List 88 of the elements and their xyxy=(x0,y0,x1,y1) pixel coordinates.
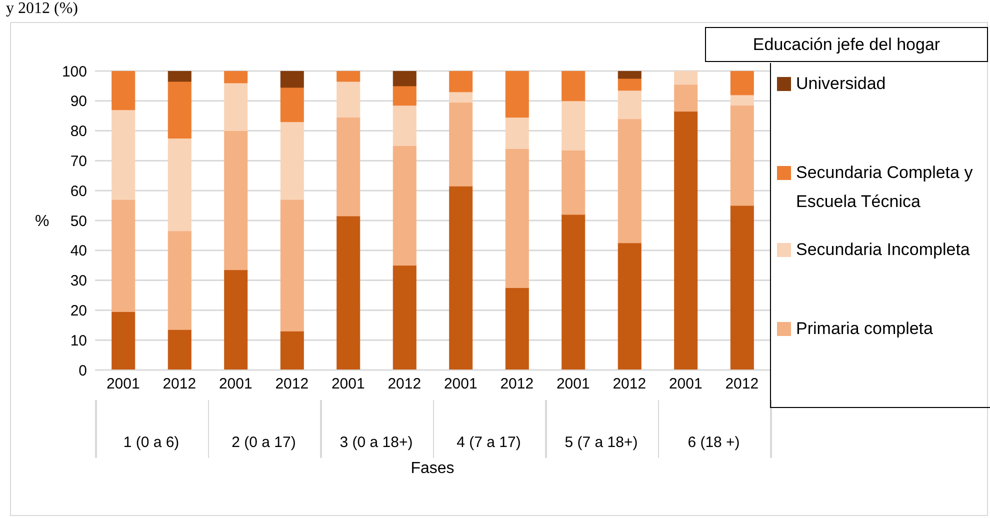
x-tick-label: 2001 xyxy=(331,376,365,393)
bar xyxy=(112,311,136,370)
x-tick-label: 2012 xyxy=(500,376,534,393)
bar xyxy=(730,71,754,96)
bar xyxy=(112,71,136,110)
bar xyxy=(280,199,304,332)
bar xyxy=(618,90,642,120)
bar xyxy=(618,118,642,244)
x-tick-label: 2012 xyxy=(162,376,196,393)
y-tick-label: 80 xyxy=(70,123,87,140)
bar xyxy=(505,148,529,288)
text: 1 (0 a 6) xyxy=(122,434,180,451)
bar xyxy=(112,199,136,312)
bar xyxy=(336,216,360,370)
bar xyxy=(562,150,586,215)
bar xyxy=(112,110,136,200)
y-tick-label: 20 xyxy=(70,302,87,320)
legend-label: Secundaria Completa y Escuela Técnica xyxy=(796,162,974,213)
bar xyxy=(168,81,192,139)
legend-title: Educación jefe del hogar xyxy=(705,27,988,62)
bar xyxy=(562,71,586,102)
bar xyxy=(674,111,698,370)
bar xyxy=(336,71,360,82)
bar xyxy=(224,270,248,370)
text: 2 (0 a 17) xyxy=(230,434,297,451)
bar xyxy=(449,102,473,186)
bar xyxy=(392,71,416,86)
x-tick-label: 2001 xyxy=(444,376,478,393)
y-tick-label: 60 xyxy=(70,182,87,200)
bar xyxy=(224,71,248,84)
bar xyxy=(562,100,586,150)
y-axis-title: % xyxy=(35,213,50,230)
bar xyxy=(449,92,473,103)
bar xyxy=(674,71,698,85)
bar xyxy=(449,71,473,92)
bar xyxy=(674,84,698,112)
bar xyxy=(280,122,304,200)
bar xyxy=(730,94,754,106)
bar xyxy=(224,82,248,132)
chart-title: y 2012 (%) xyxy=(6,0,78,18)
y-tick-label: 30 xyxy=(70,272,87,290)
y-tick-label: 90 xyxy=(70,93,87,110)
bar xyxy=(392,146,416,266)
bar xyxy=(336,81,360,118)
x-tick-label: 2001 xyxy=(668,376,702,393)
x-tick-label: 2001 xyxy=(106,376,140,393)
bar xyxy=(449,186,473,370)
text: 4 (7 a 17) xyxy=(456,434,522,451)
text: 5 (7 a 18+) xyxy=(564,434,639,451)
legend-label: Secundaria Incompleta xyxy=(796,239,970,261)
x-axis-title: Fases xyxy=(410,460,456,478)
bar xyxy=(392,105,416,146)
bar xyxy=(336,117,360,216)
y-tick-label: 100 xyxy=(62,63,87,80)
bar xyxy=(280,330,304,370)
y-tick-label: 0 xyxy=(78,362,87,380)
bar xyxy=(392,86,416,106)
x-tick-label: 2012 xyxy=(388,376,422,393)
bar xyxy=(618,71,642,79)
y-tick-label: 10 xyxy=(70,332,87,350)
bar xyxy=(562,214,586,370)
legend-label: Primaria completa xyxy=(796,318,933,340)
bar xyxy=(168,138,192,232)
bar xyxy=(505,288,529,370)
x-tick-label: 2001 xyxy=(556,376,590,393)
bar xyxy=(505,117,529,149)
bar xyxy=(168,71,192,82)
bar xyxy=(618,78,642,91)
bar xyxy=(168,329,192,370)
bar xyxy=(618,242,642,370)
bar xyxy=(730,105,754,206)
bar xyxy=(168,230,192,330)
bar xyxy=(505,71,529,118)
bar xyxy=(280,71,304,88)
legend-label: Universidad xyxy=(796,73,886,95)
y-tick-label: 50 xyxy=(70,212,87,230)
y-tick-label: 70 xyxy=(70,153,87,170)
bar xyxy=(392,265,416,370)
bar xyxy=(224,130,248,270)
x-tick-label: 2012 xyxy=(725,376,759,393)
bar xyxy=(730,205,754,370)
x-tick-label: 2001 xyxy=(218,376,252,393)
y-tick-label: 40 xyxy=(70,242,87,260)
x-tick-label: 2012 xyxy=(612,376,646,393)
bar xyxy=(280,87,304,122)
text: 6 (18 +) xyxy=(686,434,741,451)
x-tick-label: 2012 xyxy=(275,376,309,393)
text: 3 (0 a 18+) xyxy=(338,434,414,451)
